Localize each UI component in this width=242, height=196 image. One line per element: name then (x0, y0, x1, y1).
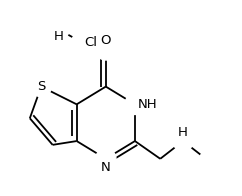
Circle shape (96, 40, 116, 60)
Circle shape (49, 19, 69, 40)
Circle shape (199, 152, 212, 165)
Text: NH: NH (137, 98, 157, 111)
Circle shape (173, 131, 193, 151)
Circle shape (125, 94, 145, 114)
Circle shape (72, 32, 92, 52)
Text: H: H (54, 30, 64, 43)
Text: O: O (101, 34, 111, 47)
Text: H: H (178, 125, 188, 139)
Text: Cl: Cl (84, 36, 97, 49)
Text: S: S (37, 80, 45, 93)
Circle shape (96, 149, 116, 169)
Circle shape (31, 76, 51, 97)
Text: N: N (101, 161, 111, 174)
